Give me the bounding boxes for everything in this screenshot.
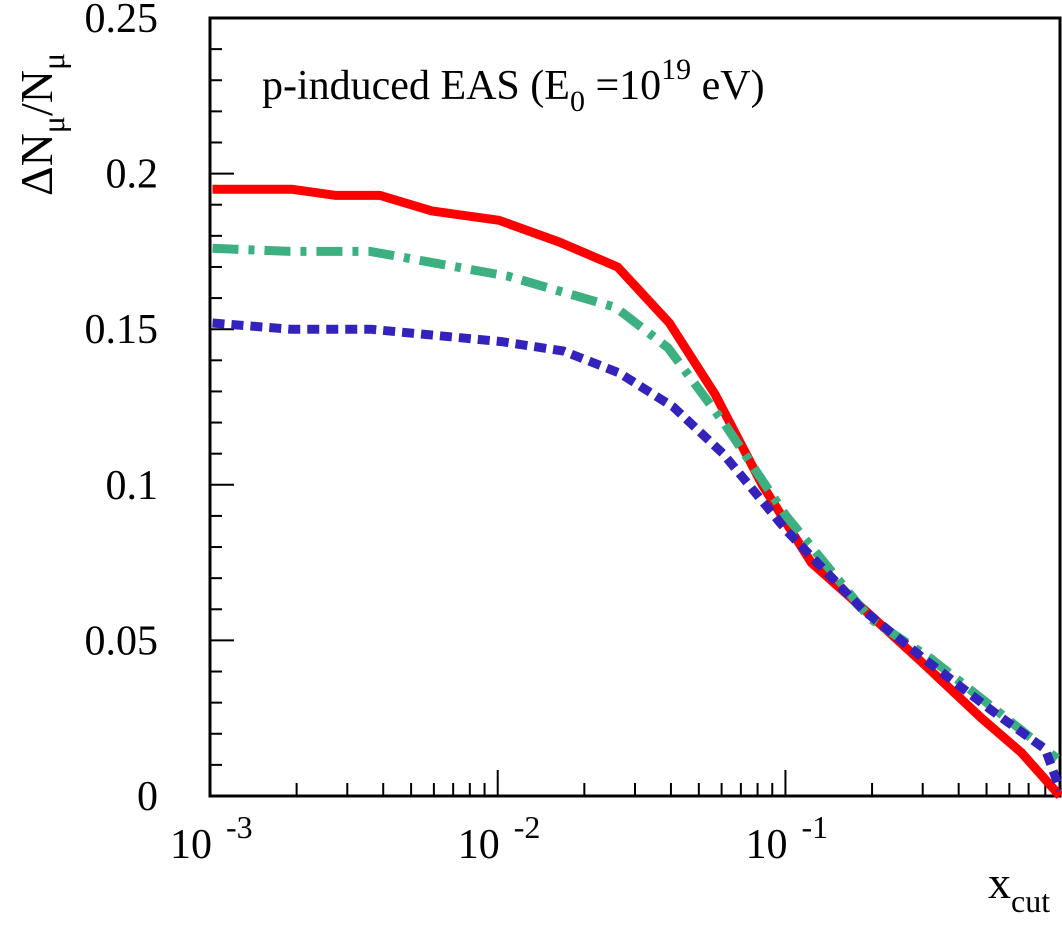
annotation-sup: 19	[661, 53, 691, 86]
y-axis-title-sub1: μ	[35, 116, 71, 133]
annotation-main: p-induced EAS (E	[262, 63, 570, 109]
y-tick-label: 0	[137, 774, 158, 820]
plot-frame	[208, 16, 1062, 798]
x-tick-base: 10	[170, 822, 212, 868]
annotation-mid: =10	[585, 63, 661, 109]
x-axis-title: xcut	[988, 857, 1050, 919]
x-tick-label: 10 -2	[458, 809, 541, 868]
x-tick-exponent: -1	[801, 809, 828, 845]
x-axis-title-main: x	[988, 857, 1011, 908]
y-tick-label: 0.25	[85, 0, 159, 42]
x-tick-exponent: -3	[226, 809, 253, 845]
y-tick-label: 0.05	[85, 618, 159, 664]
series-line-1	[212, 184, 1062, 799]
series-group	[212, 184, 1062, 799]
annotation-end: eV)	[691, 63, 764, 109]
y-tick-label: 0.15	[85, 307, 159, 353]
x-axis-title-sub: cut	[1011, 883, 1050, 919]
x-tick-label: 10 -1	[745, 809, 828, 868]
y-axis-title-part2: /N	[11, 70, 62, 116]
annotation-sub: 0	[570, 85, 585, 118]
y-axis-title-part1: ΔN	[11, 133, 62, 196]
y-axis-title-sub2: μ	[35, 53, 71, 70]
minor-ticks	[210, 48, 1061, 796]
series-line-3	[212, 318, 1062, 792]
x-ticks: 10 -3 10 -2 10 -1	[170, 770, 828, 868]
series-line-2	[212, 243, 1061, 763]
x-tick-base: 10	[745, 822, 787, 868]
x-tick-label: 10 -3	[170, 809, 253, 868]
y-ticks: 0 0.05 0.1 0.15 0.2 0.25	[85, 0, 234, 820]
x-tick-base: 10	[458, 822, 500, 868]
y-tick-label: 0.2	[106, 152, 159, 198]
annotation: p-induced EAS (E0 =1019 eV)	[262, 53, 765, 118]
y-axis-title: ΔNμ/Nμ	[11, 53, 71, 196]
x-tick-exponent: -2	[514, 809, 541, 845]
y-tick-label: 0.1	[106, 463, 159, 509]
